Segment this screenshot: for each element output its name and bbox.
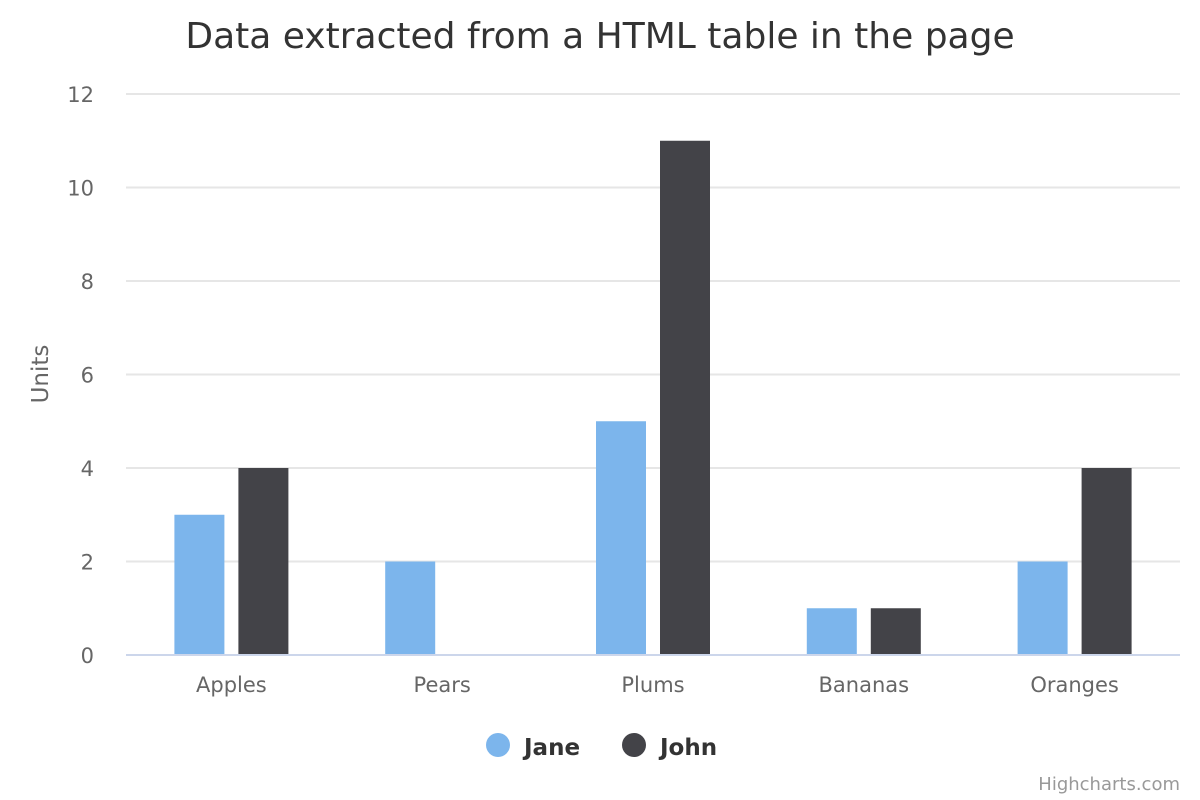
y-tick-label: 0 (81, 644, 94, 668)
bar-john-oranges[interactable] (1081, 468, 1132, 655)
bar-jane-bananas[interactable] (806, 608, 857, 655)
bar-john-apples[interactable] (238, 468, 289, 655)
bar-john-bananas[interactable] (870, 608, 921, 655)
grid-lines (126, 93, 1180, 563)
y-tick-label: 2 (81, 551, 94, 575)
chart-title: Data extracted from a HTML table in the … (185, 16, 1014, 57)
legend-label: John (658, 735, 717, 761)
legend-marker-jane (486, 733, 510, 757)
x-tick-label: Apples (196, 673, 267, 697)
bars (174, 140, 1132, 656)
bar-jane-oranges[interactable] (1017, 561, 1068, 656)
x-tick-label: Oranges (1030, 673, 1119, 697)
credits-link[interactable]: Highcharts.com (1038, 774, 1180, 795)
y-axis-title: Units (28, 345, 54, 404)
legend-item-john[interactable]: John (622, 733, 717, 761)
y-tick-label: 12 (67, 83, 94, 107)
legend-label: Jane (522, 735, 580, 761)
x-axis-ticks: Apples Pears Plums Bananas Oranges (196, 673, 1119, 697)
y-tick-label: 6 (81, 364, 94, 388)
x-tick-label: Pears (414, 673, 471, 697)
legend-item-jane[interactable]: Jane (486, 733, 580, 761)
bar-john-plums[interactable] (660, 140, 710, 655)
y-tick-label: 10 (67, 177, 94, 201)
bar-jane-apples[interactable] (174, 514, 225, 655)
y-tick-label: 4 (81, 457, 94, 481)
bar-jane-pears[interactable] (385, 561, 436, 656)
legend: Jane John (486, 733, 717, 761)
x-tick-label: Bananas (819, 673, 910, 697)
legend-marker-john (622, 733, 646, 757)
y-axis-ticks: 0 2 4 6 8 10 12 (67, 83, 94, 668)
y-tick-label: 8 (81, 270, 94, 294)
bar-jane-plums[interactable] (596, 421, 646, 655)
x-tick-label: Plums (621, 673, 684, 697)
